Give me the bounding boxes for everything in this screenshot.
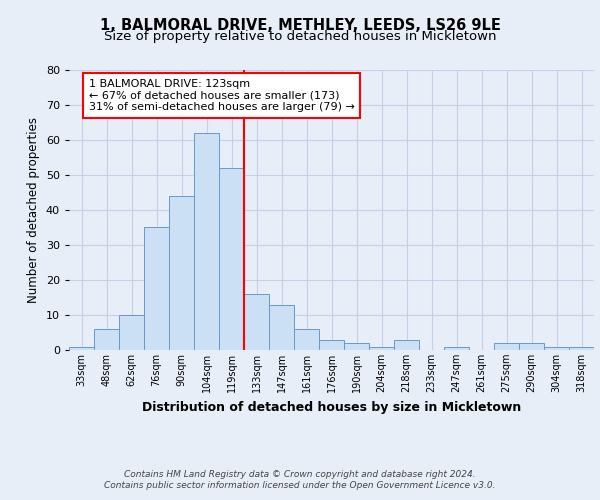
- Bar: [194, 133, 219, 350]
- Text: 1 BALMORAL DRIVE: 123sqm
← 67% of detached houses are smaller (173)
31% of semi-: 1 BALMORAL DRIVE: 123sqm ← 67% of detach…: [89, 78, 355, 112]
- Bar: [369, 346, 394, 350]
- Bar: [144, 228, 169, 350]
- Bar: [494, 343, 519, 350]
- Bar: [569, 346, 594, 350]
- Bar: [544, 346, 569, 350]
- Bar: [219, 168, 244, 350]
- Bar: [444, 346, 469, 350]
- Y-axis label: Number of detached properties: Number of detached properties: [27, 117, 40, 303]
- Bar: [169, 196, 194, 350]
- Text: Contains HM Land Registry data © Crown copyright and database right 2024.: Contains HM Land Registry data © Crown c…: [124, 470, 476, 479]
- Text: Size of property relative to detached houses in Mickletown: Size of property relative to detached ho…: [104, 30, 496, 43]
- Text: Contains public sector information licensed under the Open Government Licence v3: Contains public sector information licen…: [104, 481, 496, 490]
- Bar: [394, 340, 419, 350]
- Text: 1, BALMORAL DRIVE, METHLEY, LEEDS, LS26 9LE: 1, BALMORAL DRIVE, METHLEY, LEEDS, LS26 …: [100, 18, 500, 32]
- X-axis label: Distribution of detached houses by size in Mickletown: Distribution of detached houses by size …: [142, 400, 521, 413]
- Bar: [94, 329, 119, 350]
- Bar: [294, 329, 319, 350]
- Bar: [319, 340, 344, 350]
- Bar: [119, 315, 144, 350]
- Bar: [69, 346, 94, 350]
- Bar: [344, 343, 369, 350]
- Bar: [519, 343, 544, 350]
- Bar: [244, 294, 269, 350]
- Bar: [269, 304, 294, 350]
